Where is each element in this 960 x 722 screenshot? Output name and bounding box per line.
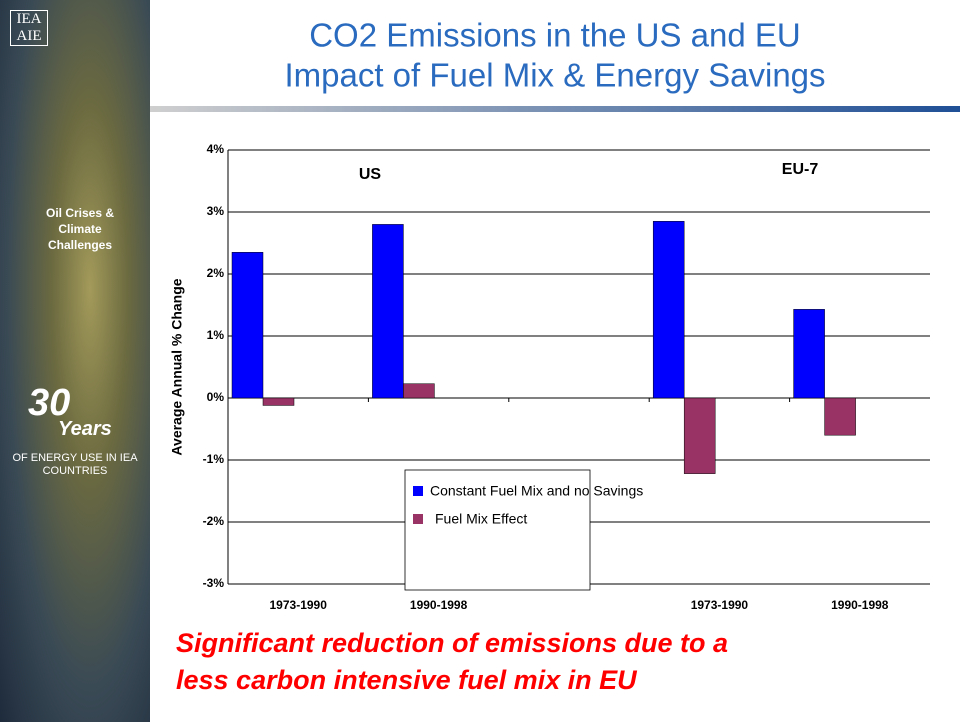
bar (825, 398, 856, 435)
annotation: EU-7 (782, 161, 819, 178)
y-tick-label: -1% (203, 452, 225, 466)
y-tick-label: -3% (203, 576, 225, 590)
legend-label: Fuel Mix Effect (435, 511, 527, 527)
annotation: US (359, 166, 382, 183)
caption: Significant reduction of emissions due t… (176, 625, 776, 699)
legend-swatch (413, 514, 423, 524)
chart-title: CO2 Emissions in the US and EU (309, 17, 801, 54)
slide: IEAAIE Oil Crises & Climate Challenges 3… (0, 0, 960, 722)
x-tick-label: 1990-1998 (410, 598, 468, 612)
y-tick-label: -2% (203, 514, 225, 528)
y-tick-label: 0% (207, 390, 225, 404)
x-tick-label: 1990-1998 (831, 598, 889, 612)
bar (653, 221, 684, 398)
title-rule (150, 106, 960, 112)
y-tick-label: 2% (207, 266, 225, 280)
legend-label: Constant Fuel Mix and no Savings (430, 483, 643, 499)
y-tick-label: 3% (207, 204, 225, 218)
chart-subtitle: Impact of Fuel Mix & Energy Savings (284, 57, 825, 94)
bar (684, 398, 715, 474)
bar (403, 384, 434, 398)
bar (232, 252, 263, 398)
x-tick-label: 1973-1990 (270, 598, 328, 612)
legend-swatch (413, 486, 423, 496)
bar (263, 398, 294, 405)
x-tick-label: 1973-1990 (691, 598, 749, 612)
bar (794, 309, 825, 398)
chart: CO2 Emissions in the US and EU Impact of… (0, 0, 960, 722)
bar (372, 224, 403, 398)
y-tick-label: 4% (207, 142, 225, 156)
y-axis-label: Average Annual % Change (169, 278, 185, 455)
y-tick-label: 1% (207, 328, 225, 342)
